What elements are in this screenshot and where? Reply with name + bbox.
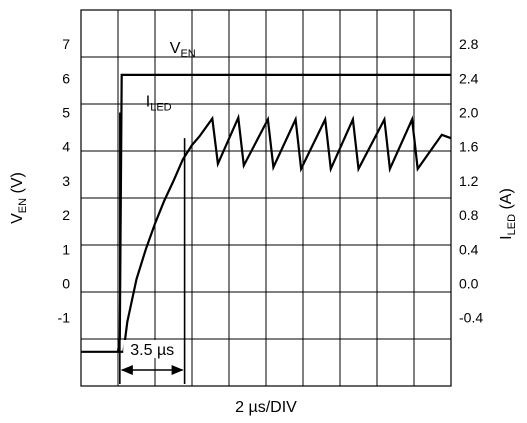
series-line-ven bbox=[81, 73, 451, 353]
series-line-iled bbox=[118, 113, 452, 353]
left-axis-title: VEN (V) bbox=[9, 172, 29, 224]
width-arrow-head-left bbox=[120, 365, 133, 375]
annotation-layer: VEN ILED 3.5 µs bbox=[119, 40, 196, 384]
x-scale-label: 2 µs/DIV bbox=[235, 399, 297, 416]
right-axis-title-unit: (A) bbox=[498, 188, 515, 214]
right-tick-label: 2.0 bbox=[459, 105, 479, 121]
grid bbox=[81, 10, 451, 386]
right-tick-label: 0.4 bbox=[459, 241, 479, 257]
left-tick-label: 5 bbox=[62, 105, 70, 121]
left-tick-label: 6 bbox=[62, 70, 70, 86]
right-axis-title: ILED (A) bbox=[498, 188, 518, 240]
left-tick-label: 0 bbox=[62, 275, 70, 291]
series-label-ven: VEN bbox=[170, 40, 196, 60]
left-tick-label: 1 bbox=[62, 241, 70, 257]
right-tick-label: 1.6 bbox=[459, 139, 479, 155]
left-tick-label: 3 bbox=[62, 173, 70, 189]
left-axis-title-main: V bbox=[9, 213, 26, 224]
right-tick-label: 0.8 bbox=[459, 207, 479, 223]
right-tick-label: 2.4 bbox=[459, 70, 479, 86]
left-tick-label: 4 bbox=[62, 139, 70, 155]
left-tick-label: 7 bbox=[62, 36, 70, 52]
series-label-iled: ILED bbox=[146, 94, 172, 114]
right-axis-title-sub: LED bbox=[506, 214, 518, 235]
width-label-bg bbox=[123, 340, 182, 358]
width-label: 3.5 µs bbox=[130, 342, 174, 359]
right-tick-label: 1.2 bbox=[459, 173, 479, 189]
right-tick-label: 0.0 bbox=[459, 275, 479, 291]
right-axis-title-main: I bbox=[498, 235, 515, 239]
series-layer bbox=[81, 73, 452, 353]
axis-ticks: 7 6 5 4 3 2 1 0 -1 2.8 2.4 2.0 1.6 1.2 0.8 0.4 0.0 -0.4 bbox=[58, 36, 484, 325]
left-axis-title-unit: (V) bbox=[9, 172, 26, 198]
left-tick-label: 2 bbox=[62, 207, 70, 223]
left-axis-title-sub: EN bbox=[17, 198, 29, 213]
right-tick-label: 2.8 bbox=[459, 36, 479, 52]
width-arrow-head-right bbox=[171, 365, 184, 375]
left-tick-label: -1 bbox=[58, 310, 71, 326]
right-tick-label: -0.4 bbox=[459, 310, 483, 326]
